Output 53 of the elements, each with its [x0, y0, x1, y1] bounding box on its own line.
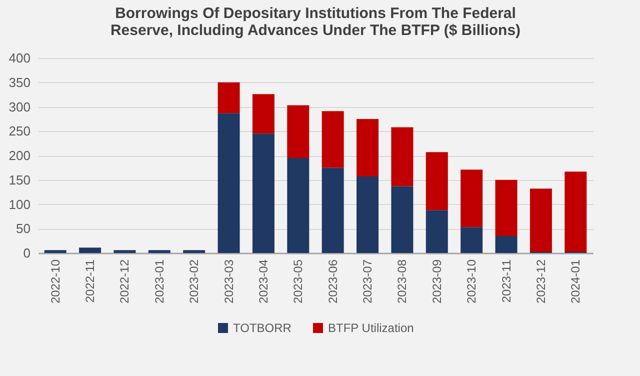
bar: [495, 236, 518, 253]
y-tick-label: 200: [8, 148, 30, 163]
x-tick-label: 2023-04: [256, 259, 270, 304]
y-tick-label: 0: [23, 246, 30, 260]
bar: [426, 152, 448, 210]
legend-label: TOTBORR: [233, 321, 292, 335]
bar: [252, 134, 274, 253]
bar: [495, 180, 518, 236]
bar: [356, 176, 379, 253]
x-tick-label: 2023-01: [152, 259, 166, 304]
bar: [564, 172, 587, 252]
x-tick-label: 2023-05: [291, 259, 306, 304]
x-tick-label: 2022-12: [118, 259, 132, 304]
bar: [356, 118, 379, 176]
bar: [460, 170, 483, 228]
x-tick-label: 2023-11: [499, 259, 514, 303]
bar: [148, 250, 170, 253]
bar: [391, 186, 414, 253]
x-tick-label: 2023-03: [222, 259, 236, 304]
x-tick-label: 2023-08: [395, 259, 410, 304]
bar: [44, 250, 66, 253]
bar: [391, 127, 414, 186]
bar: [252, 94, 274, 134]
x-tick-label: 2022-10: [48, 259, 62, 304]
bar: [218, 113, 240, 253]
y-tick-label: 300: [8, 99, 30, 114]
y-tick-label: 50: [16, 221, 30, 236]
bar: [183, 250, 206, 253]
x-tick-label: 2023-06: [326, 259, 340, 304]
y-tick-label: 250: [8, 124, 30, 139]
x-tick-label: 2022-11: [83, 259, 98, 303]
x-tick-label: 2024-01: [568, 259, 583, 304]
x-tick-label: 2023-09: [430, 259, 444, 304]
bar: [322, 111, 344, 168]
bar: [426, 210, 448, 253]
chart-title: Borrowings Of Depositary Institutions From The Federal Reserve, Including Advances Under The BTFP ($ Billions): [110, 5, 521, 39]
x-tick-label: 2023-07: [360, 259, 375, 304]
bar: [287, 158, 310, 253]
bar: [218, 82, 240, 114]
y-tick-label: 400: [8, 50, 30, 66]
y-tick-label: 100: [8, 196, 30, 212]
legend-label: BTFP Utilization: [328, 321, 414, 335]
y-tick-label: 150: [8, 172, 30, 188]
bar: [287, 105, 310, 158]
bar: [114, 250, 136, 253]
y-tick-label: 350: [8, 74, 30, 90]
x-tick-label: 2023-02: [187, 259, 202, 304]
x-tick-label: 2023-10: [464, 259, 479, 304]
bar: [322, 168, 344, 253]
x-tick-label: 2023-12: [534, 259, 548, 304]
bar: [460, 227, 483, 253]
bar: [530, 188, 552, 252]
bar: [79, 248, 102, 253]
